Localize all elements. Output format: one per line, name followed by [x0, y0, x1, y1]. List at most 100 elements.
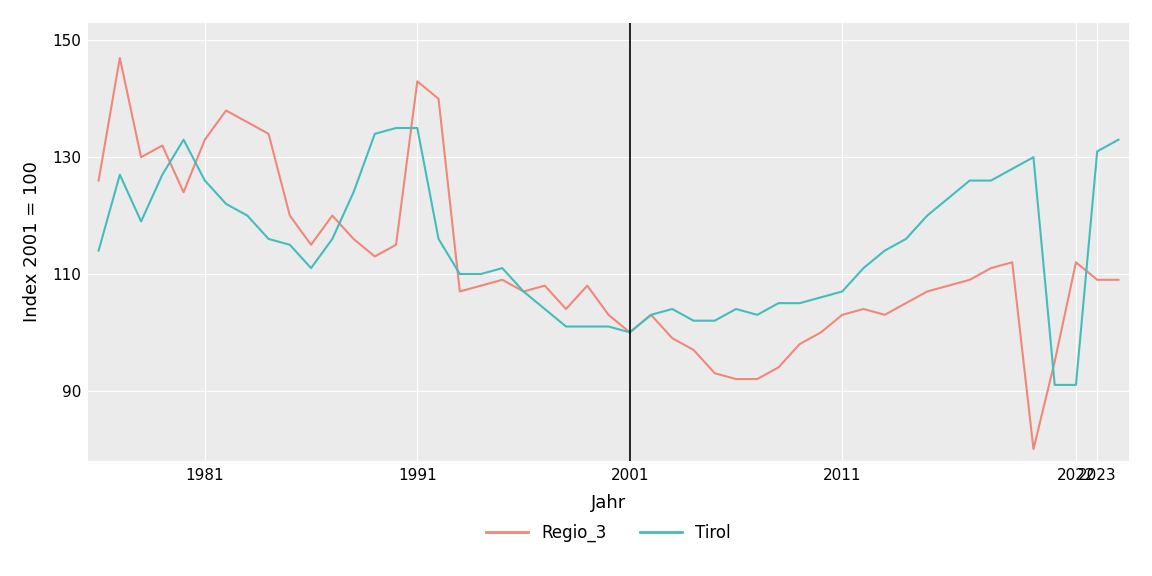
Tirol: [219, 200, 233, 207]
Regio_3: [644, 312, 658, 319]
Regio_3: [1090, 276, 1104, 283]
Tirol: [559, 323, 573, 330]
Tirol: [920, 212, 934, 219]
Regio_3: [198, 137, 212, 143]
Tirol: [367, 130, 381, 137]
Tirol: [941, 195, 955, 202]
Tirol: [283, 241, 297, 248]
Regio_3: [729, 376, 743, 382]
Y-axis label: Index 2001 = 100: Index 2001 = 100: [23, 161, 41, 323]
Tirol: [495, 265, 509, 272]
Regio_3: [347, 236, 361, 242]
Regio_3: [241, 119, 255, 126]
Regio_3: [113, 55, 127, 62]
Tirol: [793, 300, 806, 306]
Tirol: [198, 177, 212, 184]
Regio_3: [559, 305, 573, 312]
Tirol: [92, 247, 106, 254]
Tirol: [963, 177, 977, 184]
Tirol: [453, 271, 467, 278]
Regio_3: [814, 329, 828, 336]
Regio_3: [1069, 259, 1083, 266]
Regio_3: [262, 130, 275, 137]
Tirol: [432, 236, 446, 242]
Regio_3: [304, 241, 318, 248]
Tirol: [814, 294, 828, 301]
Regio_3: [156, 142, 169, 149]
Regio_3: [601, 312, 615, 319]
Tirol: [984, 177, 998, 184]
Regio_3: [920, 288, 934, 295]
Tirol: [1048, 381, 1062, 388]
Regio_3: [475, 282, 488, 289]
Tirol: [134, 218, 147, 225]
Regio_3: [176, 189, 190, 196]
Line: Tirol: Tirol: [99, 128, 1119, 385]
Tirol: [156, 171, 169, 178]
Tirol: [601, 323, 615, 330]
Regio_3: [410, 78, 424, 85]
Regio_3: [941, 282, 955, 289]
Tirol: [1006, 165, 1020, 172]
Regio_3: [325, 212, 339, 219]
Regio_3: [389, 241, 403, 248]
Regio_3: [623, 329, 637, 336]
Regio_3: [835, 312, 849, 319]
Regio_3: [878, 312, 892, 319]
Regio_3: [432, 96, 446, 103]
Regio_3: [516, 288, 530, 295]
Tirol: [750, 312, 764, 319]
Tirol: [1026, 154, 1040, 161]
Regio_3: [1112, 276, 1126, 283]
Tirol: [347, 189, 361, 196]
Tirol: [729, 305, 743, 312]
Regio_3: [899, 300, 912, 306]
Tirol: [538, 305, 552, 312]
Tirol: [325, 236, 339, 242]
Regio_3: [687, 346, 700, 353]
Tirol: [410, 124, 424, 131]
Tirol: [623, 329, 637, 336]
Regio_3: [963, 276, 977, 283]
Regio_3: [92, 177, 106, 184]
Tirol: [1069, 381, 1083, 388]
Tirol: [176, 137, 190, 143]
Tirol: [899, 236, 912, 242]
Tirol: [687, 317, 700, 324]
Tirol: [878, 247, 892, 254]
Tirol: [262, 236, 275, 242]
Tirol: [772, 300, 786, 306]
Legend: Regio_3, Tirol: Regio_3, Tirol: [479, 517, 737, 549]
Tirol: [666, 305, 680, 312]
Regio_3: [1026, 446, 1040, 453]
Tirol: [581, 323, 594, 330]
Tirol: [389, 124, 403, 131]
Tirol: [1090, 148, 1104, 155]
Regio_3: [134, 154, 147, 161]
Tirol: [1112, 137, 1126, 143]
Regio_3: [367, 253, 381, 260]
Regio_3: [707, 370, 721, 377]
Tirol: [475, 271, 488, 278]
X-axis label: Jahr: Jahr: [591, 494, 627, 512]
Regio_3: [283, 212, 297, 219]
Regio_3: [219, 107, 233, 114]
Regio_3: [857, 305, 871, 312]
Regio_3: [793, 340, 806, 347]
Tirol: [304, 265, 318, 272]
Regio_3: [1048, 358, 1062, 365]
Regio_3: [666, 335, 680, 342]
Tirol: [516, 288, 530, 295]
Regio_3: [984, 265, 998, 272]
Tirol: [241, 212, 255, 219]
Regio_3: [750, 376, 764, 382]
Tirol: [857, 265, 871, 272]
Tirol: [113, 171, 127, 178]
Line: Regio_3: Regio_3: [99, 58, 1119, 449]
Regio_3: [538, 282, 552, 289]
Regio_3: [1006, 259, 1020, 266]
Regio_3: [772, 364, 786, 371]
Tirol: [707, 317, 721, 324]
Regio_3: [495, 276, 509, 283]
Tirol: [835, 288, 849, 295]
